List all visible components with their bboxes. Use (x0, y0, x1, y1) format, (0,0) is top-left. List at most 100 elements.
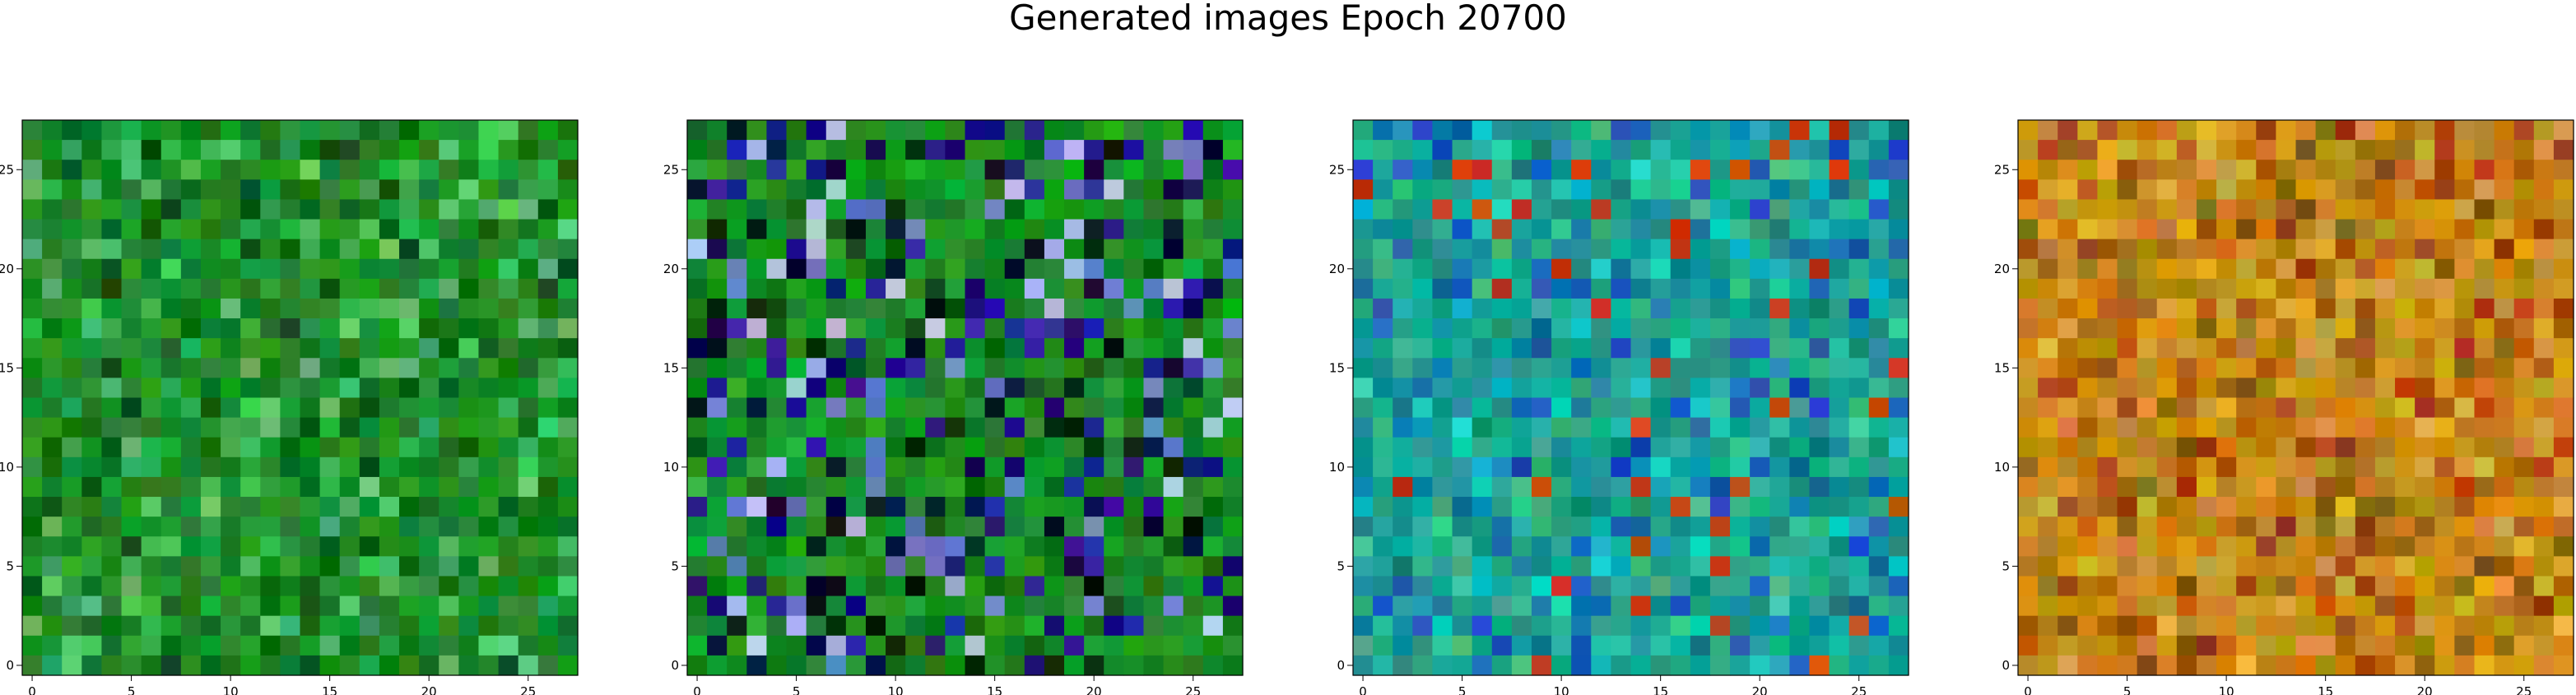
pixel-cell (439, 595, 459, 617)
pixel-cell (2374, 219, 2396, 240)
pixel-cell (1551, 278, 1572, 299)
pixel-cell (2097, 576, 2118, 597)
pixel-cell (766, 378, 788, 399)
pixel-cell (141, 199, 162, 220)
pixel-cell (886, 576, 906, 597)
pixel-cell (2117, 397, 2138, 419)
pixel-cell (1829, 595, 1850, 617)
pixel-cell (121, 536, 142, 557)
x-tick-label: 10 (223, 684, 239, 695)
pixel-cell (945, 358, 966, 378)
pixel-cell (984, 456, 1006, 478)
pixel-cell (1809, 298, 1830, 319)
pixel-cell (1452, 199, 1473, 220)
pixel-cell (687, 536, 708, 557)
pixel-cell (200, 120, 221, 141)
pixel-cell (925, 358, 946, 378)
pixel-cell (2494, 219, 2515, 240)
pixel-cell (2474, 497, 2495, 517)
pixel-cell (1611, 655, 1632, 676)
pixel-cell (22, 456, 43, 478)
pixel-cell (2474, 338, 2495, 359)
pixel-cell (2454, 417, 2476, 438)
pixel-cell (1373, 476, 1393, 498)
pixel-cell (180, 595, 202, 617)
pixel-cell (458, 397, 480, 419)
pixel-cell (101, 437, 123, 458)
pixel-cell (62, 219, 82, 240)
pixel-cell (2355, 437, 2376, 458)
pixel-cell (2077, 556, 2099, 577)
pixel-cell (1491, 219, 1513, 240)
pixel-cell (1571, 160, 1592, 180)
pixel-cell (1084, 278, 1104, 299)
pixel-cell (478, 338, 500, 359)
pixel-cell (2494, 199, 2515, 220)
pixel-cell (1611, 298, 1632, 319)
pixel-cell (1809, 437, 1830, 458)
pixel-cell (2513, 635, 2535, 656)
pixel-cell (359, 278, 380, 299)
pixel-cell (200, 635, 221, 656)
pixel-cell (2018, 615, 2039, 637)
pixel-cell (2315, 160, 2337, 180)
pixel-cell (2216, 140, 2237, 160)
pixel-cell (1571, 417, 1592, 438)
pixel-cell (1789, 576, 1811, 597)
pixel-cell (984, 437, 1006, 458)
pixel-cell (2494, 437, 2515, 458)
pixel-cell (557, 219, 579, 240)
pixel-cell (1123, 556, 1145, 577)
pixel-cell (1730, 655, 1751, 676)
pixel-cell (945, 179, 966, 201)
pixel-cell (1412, 615, 1434, 637)
pixel-cell (1373, 179, 1393, 201)
pixel-cell (2216, 417, 2237, 438)
pixel-cell (825, 595, 847, 617)
pixel-cell (1868, 417, 1890, 438)
pixel-cell (319, 476, 341, 498)
pixel-cell (1809, 595, 1830, 617)
pixel-cell (1183, 655, 1204, 676)
pixel-cell (419, 120, 439, 141)
pixel-cell (1024, 517, 1045, 537)
pixel-cell (2256, 358, 2276, 378)
pixel-cell (537, 199, 559, 220)
pixel-cell (2137, 160, 2158, 180)
pixel-cell (1123, 456, 1145, 478)
pixel-cell (1591, 199, 1611, 220)
pixel-cell (746, 338, 768, 359)
pixel-cell (42, 199, 63, 220)
pixel-cell (121, 595, 142, 617)
pixel-cell (825, 318, 847, 339)
pixel-cell (2058, 497, 2078, 517)
pixel-cell (1143, 358, 1165, 378)
pixel-cell (1491, 655, 1513, 676)
pixel-cell (1750, 358, 1770, 378)
pixel-cell (1769, 615, 1790, 637)
pixel-cell (1202, 278, 1224, 299)
pixel-cell (707, 417, 728, 438)
pixel-cell (359, 635, 380, 656)
pixel-cell (300, 160, 321, 180)
pixel-cell (984, 199, 1006, 220)
pixel-cell (1123, 278, 1145, 299)
pixel-cell (2196, 595, 2217, 617)
pixel-cell (280, 239, 301, 260)
pixel-cell (1222, 338, 1244, 359)
pixel-cell (2058, 635, 2078, 656)
pixel-cell (2196, 517, 2217, 537)
pixel-cell (1044, 635, 1065, 656)
pixel-cell (2474, 378, 2495, 399)
pixel-cell (1044, 258, 1065, 280)
pixel-cell (62, 397, 82, 419)
pixel-cell (2395, 397, 2416, 419)
pixel-cell (2374, 358, 2396, 378)
pixel-cell (2137, 278, 2158, 299)
pixel-cell (280, 635, 301, 656)
pixel-cell (1809, 378, 1830, 399)
y-tick-label: 15 (1994, 360, 2010, 375)
pixel-cell (2315, 318, 2337, 339)
pixel-cell (101, 556, 123, 577)
pixel-cell (1491, 298, 1513, 319)
